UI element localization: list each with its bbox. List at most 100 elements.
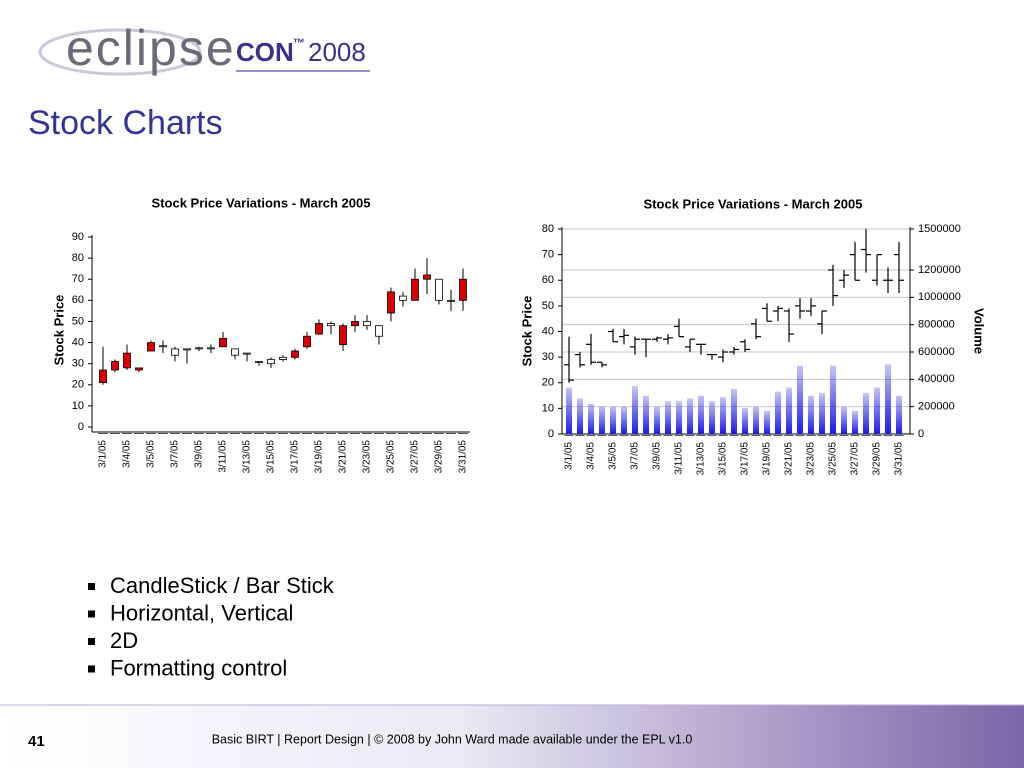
candle-body (171, 348, 179, 356)
bullet-text: 2D (110, 628, 138, 653)
candle-body (411, 278, 419, 301)
candle-body (147, 342, 155, 352)
x-tick-label: 3/11/05 (674, 442, 685, 475)
bullet-text: CandleStick / Bar Stick (110, 573, 335, 598)
y-tick-label: 60 (542, 274, 554, 286)
candle-body (135, 367, 143, 371)
y-axis-title: Stock Price (519, 296, 534, 367)
candle-body (123, 352, 131, 369)
x-tick-label: 3/7/05 (170, 440, 181, 468)
x-tick-label: 3/13/05 (696, 442, 707, 476)
candle-body (363, 321, 371, 327)
chart: Stock Price Variations - March 2005 Stock… (519, 196, 986, 475)
page-number: 41 (28, 733, 45, 750)
chart-title: Stock Price Variations - March 2005 (152, 195, 371, 210)
footer-band (0, 705, 1024, 768)
y2-axis-title: Volume (972, 308, 987, 354)
candle-body (423, 274, 431, 280)
candle-body (303, 335, 311, 348)
footer-text: Basic BIRT | Report Design | © 2008 by J… (212, 732, 693, 746)
volume-bar (665, 401, 671, 434)
y2-tick-label: 1000000 (918, 291, 961, 303)
volume-bar (643, 395, 649, 434)
x-tick-label: 3/27/05 (850, 442, 861, 476)
candle-body (459, 278, 467, 301)
x-tick-label: 3/31/05 (894, 442, 905, 476)
y-tick-label: 20 (542, 377, 554, 389)
y-tick-label: 60 (72, 294, 84, 306)
x-tick-label: 3/29/05 (434, 440, 445, 474)
volume-bar (775, 391, 781, 434)
x-tick-label: 3/4/05 (586, 442, 597, 470)
candle-body (159, 345, 167, 348)
volume-bar (797, 365, 803, 434)
x-tick-label: 3/4/05 (122, 440, 133, 468)
bullet-marker (88, 638, 95, 645)
volume-bar (566, 387, 572, 434)
candle-body (111, 361, 119, 371)
y-axis-title: Stock Price (51, 295, 66, 366)
x-tick-label: 3/25/05 (828, 442, 839, 476)
volume-bar (687, 398, 693, 434)
candle-body (351, 321, 359, 327)
y-tick-label: 50 (72, 315, 84, 327)
y2-tick-label: 600000 (918, 346, 955, 358)
x-tick-label: 3/13/05 (242, 440, 253, 474)
bullet-text: Horizontal, Vertical (110, 600, 293, 625)
y-tick-label: 80 (72, 252, 84, 264)
volume-bar (753, 406, 759, 434)
x-tick-label: 3/21/05 (784, 442, 795, 476)
y2-tick-label: 0 (918, 428, 924, 440)
volume-bar (786, 387, 792, 434)
x-tick-label: 3/1/05 (564, 442, 575, 470)
x-tick-label: 3/7/05 (630, 442, 641, 470)
y-tick-label: 90 (72, 231, 84, 243)
candle-body (399, 295, 407, 301)
volume-bar (742, 408, 748, 434)
volume-bar (764, 410, 770, 434)
volume-bar (588, 403, 594, 434)
candle-body (207, 347, 215, 350)
x-tick-label: 3/1/05 (98, 440, 109, 468)
candle-body (435, 278, 443, 301)
volume-bar (676, 401, 682, 434)
bullet-marker (88, 583, 95, 590)
candle-body (291, 350, 299, 358)
volume-bar (863, 393, 869, 434)
y-tick-label: 50 (542, 300, 554, 312)
volume-bar (720, 397, 726, 434)
y-tick-label: 40 (72, 336, 84, 348)
volume-bar (654, 406, 660, 434)
logo-con: CON (236, 37, 294, 67)
x-tick-label: 3/15/05 (266, 440, 277, 474)
volume-bar (709, 401, 715, 434)
logo-eclipse: eclipse (66, 20, 236, 76)
y2-tick-label: 800000 (918, 319, 955, 331)
candle-body (183, 348, 191, 351)
x-tick-label: 3/19/05 (762, 442, 773, 476)
slide-title: Stock Charts (28, 104, 223, 142)
candle-body (255, 361, 263, 363)
y-tick-label: 10 (542, 402, 554, 414)
candle-body (99, 369, 107, 384)
volume-bar (819, 393, 825, 434)
volume-bar (698, 395, 704, 434)
y-tick-label: 40 (542, 325, 554, 337)
y2-tick-label: 1500000 (918, 223, 961, 235)
y-tick-label: 70 (72, 273, 84, 285)
volume-bar (621, 406, 627, 434)
volume-bar (830, 365, 836, 434)
bullet-marker (88, 610, 95, 618)
x-tick-label: 3/17/05 (740, 442, 751, 476)
y2-tick-label: 200000 (918, 401, 955, 413)
y-tick-label: 0 (78, 421, 84, 433)
y-tick-label: 80 (542, 223, 554, 235)
chart: Stock Price Variations - March 2005 Stock… (51, 195, 470, 473)
volume-bar (852, 410, 858, 434)
volume-bar (841, 406, 847, 434)
y-tick-label: 20 (72, 379, 84, 391)
candle-body (279, 356, 287, 360)
candle-body (339, 325, 347, 346)
x-tick-label: 3/19/05 (314, 440, 325, 474)
